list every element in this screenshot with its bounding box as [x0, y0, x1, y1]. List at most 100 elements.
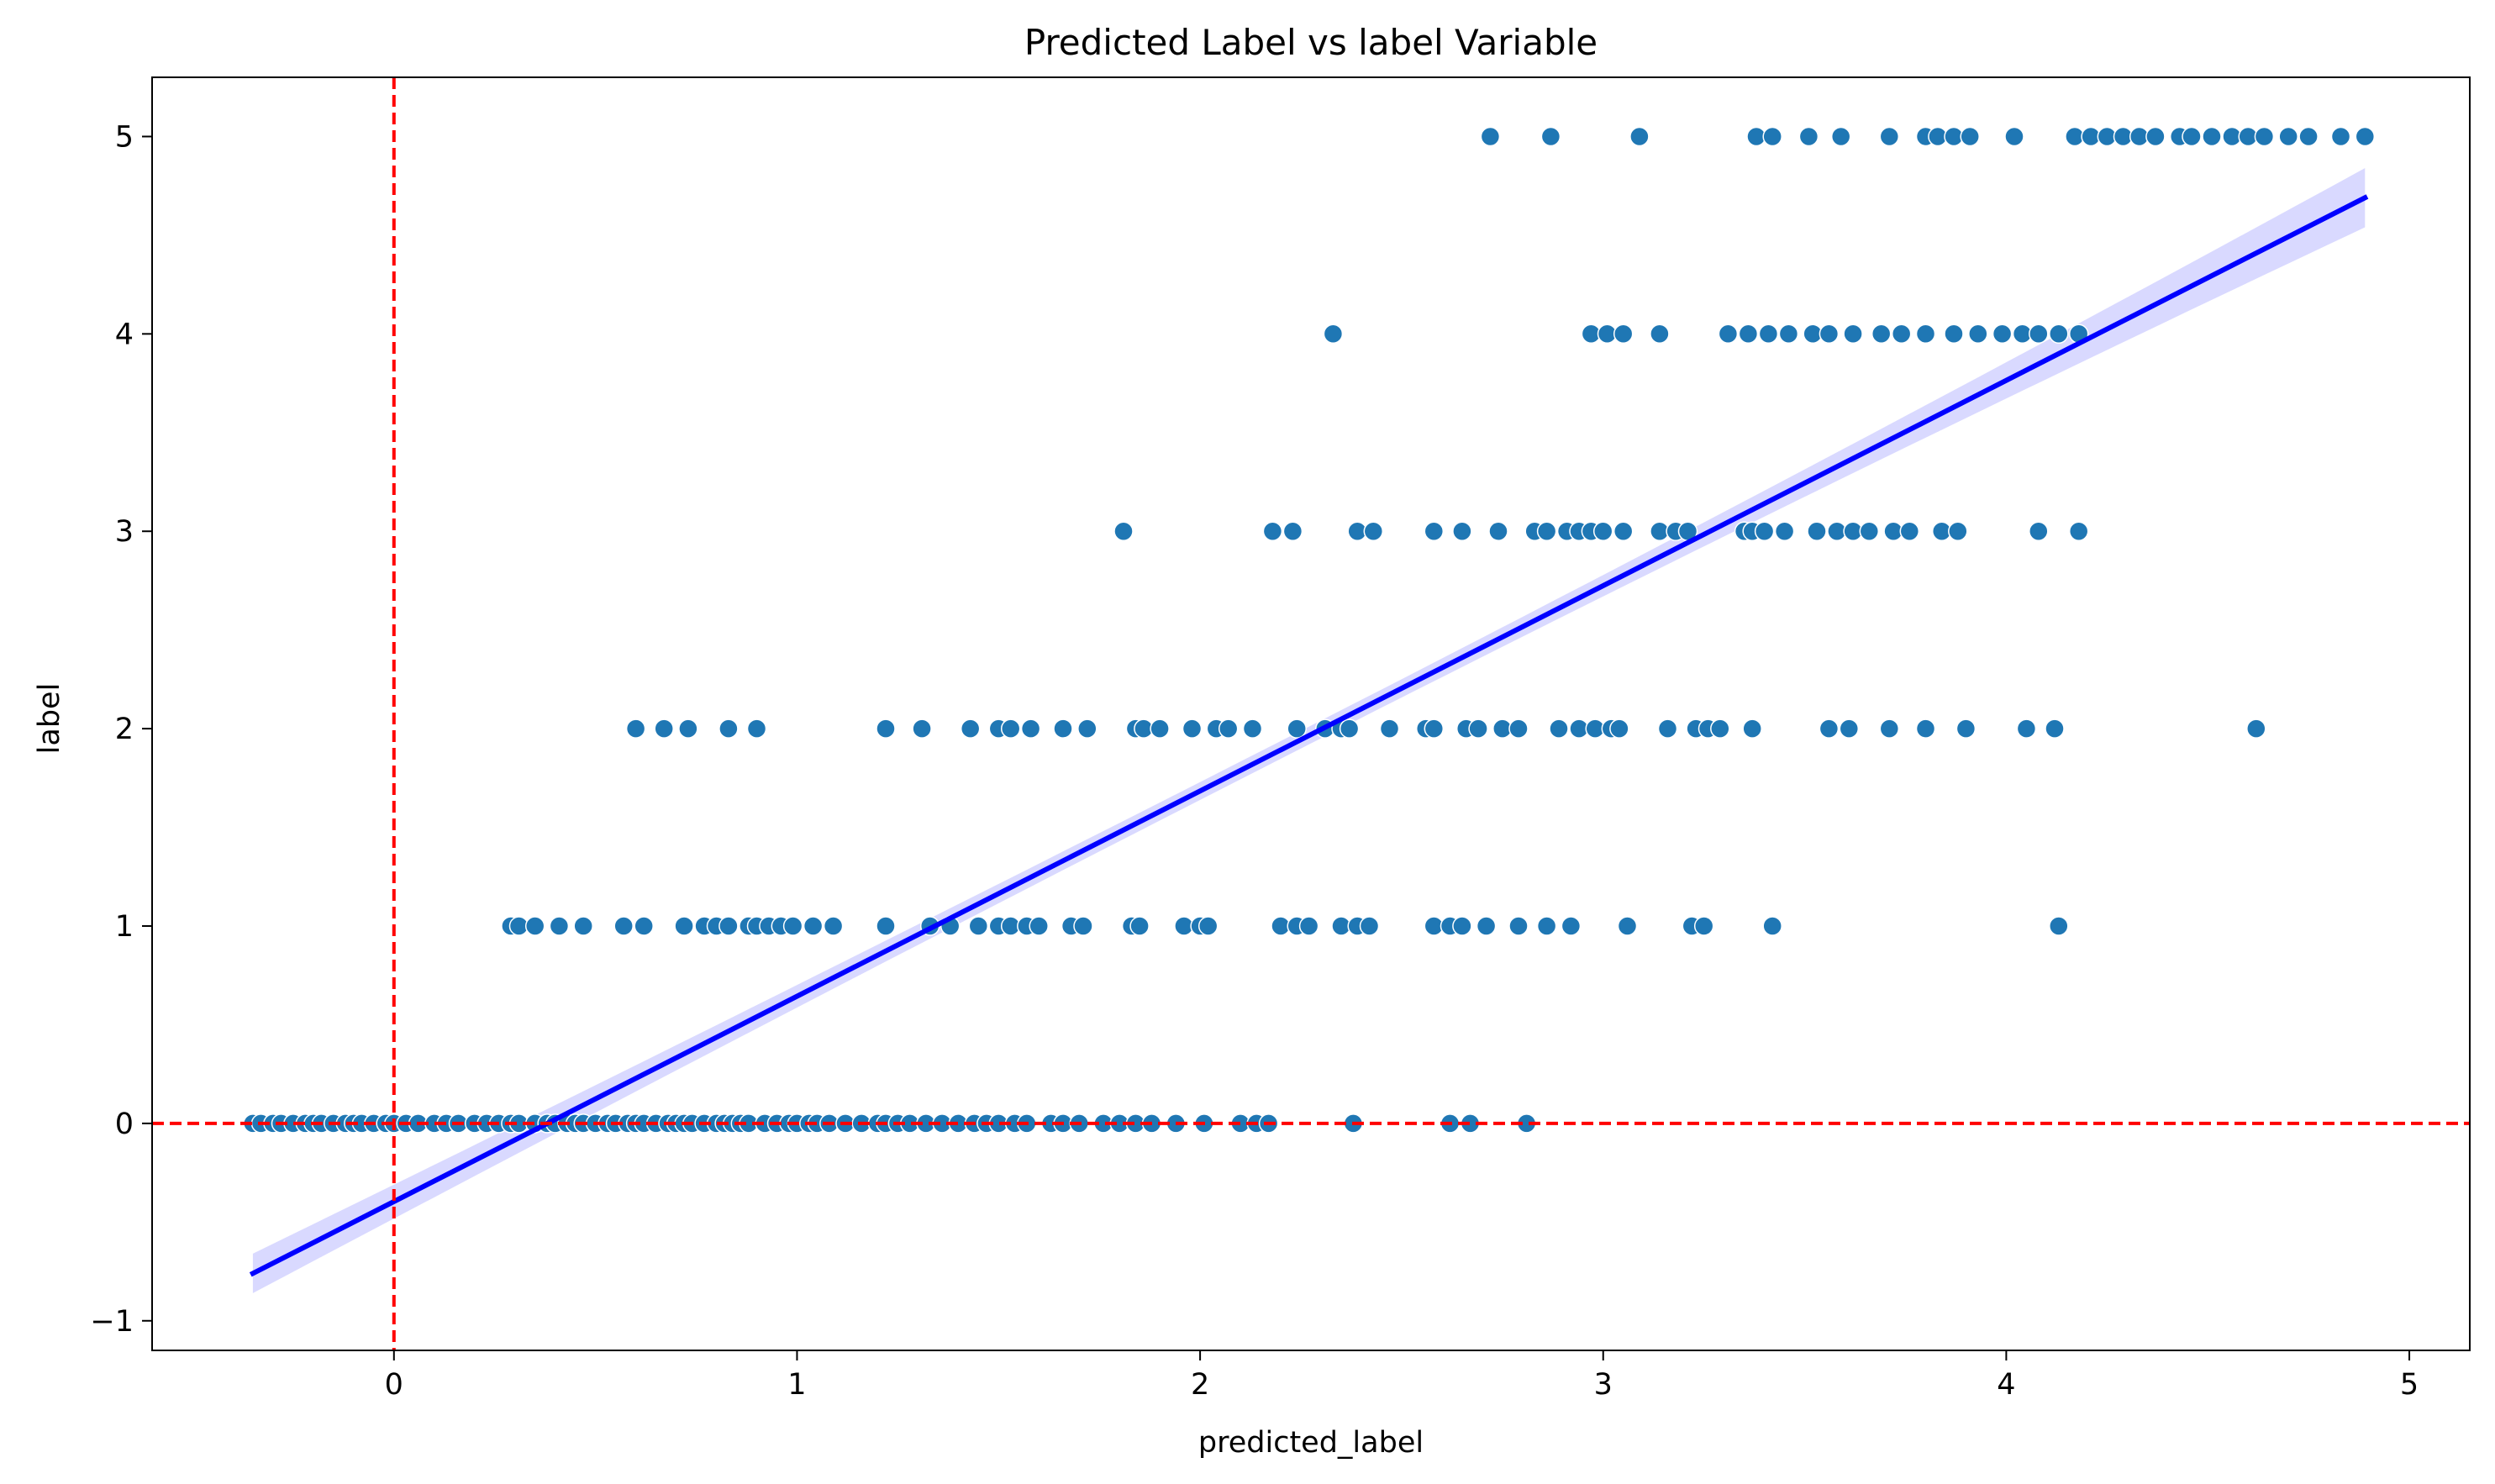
data-point	[1742, 718, 1762, 739]
data-point	[1650, 324, 1670, 345]
data-point	[1955, 718, 1977, 739]
plot-background	[152, 77, 2470, 1350]
data-point	[1298, 916, 1319, 936]
data-point	[1592, 521, 1613, 541]
data-point	[2045, 718, 2065, 739]
data-point	[1053, 718, 1073, 739]
data-point	[1899, 521, 1920, 541]
data-point	[1693, 916, 1714, 936]
data-point	[1000, 718, 1021, 739]
data-point	[1617, 916, 1638, 936]
data-point	[1508, 916, 1529, 936]
data-point	[2182, 126, 2202, 147]
data-point	[2049, 324, 2069, 345]
data-point	[1073, 916, 1093, 936]
y-tick-label: 1	[115, 910, 134, 944]
x-tick-label: 2	[1191, 1368, 1209, 1402]
data-point	[674, 916, 694, 936]
data-point	[1424, 718, 1445, 739]
data-point	[2330, 126, 2351, 147]
data-point	[1891, 324, 1912, 345]
y-tick-label: 3	[115, 515, 134, 549]
data-point	[1218, 718, 1239, 739]
data-point	[2049, 916, 2069, 936]
data-point	[1807, 521, 1827, 541]
data-point	[1452, 916, 1472, 936]
data-point	[1613, 324, 1634, 345]
data-point	[1871, 324, 1892, 345]
data-point	[1710, 718, 1730, 739]
data-point	[1758, 324, 1779, 345]
data-point	[654, 718, 674, 739]
data-point	[2254, 126, 2275, 147]
data-point	[1561, 916, 1582, 936]
data-point	[782, 916, 803, 936]
x-tick-label: 0	[385, 1368, 403, 1402]
data-point	[1029, 916, 1049, 936]
data-point	[1488, 521, 1508, 541]
data-point	[1879, 718, 1900, 739]
data-point	[1452, 521, 1472, 541]
x-tick-label: 3	[1594, 1368, 1613, 1402]
data-point	[1359, 916, 1380, 936]
data-point	[1113, 521, 1134, 541]
x-tick-label: 1	[787, 1368, 806, 1402]
data-point	[1480, 126, 1501, 147]
data-point	[876, 718, 896, 739]
data-point	[524, 916, 545, 936]
data-point	[1323, 324, 1344, 345]
y-tick-label: −1	[90, 1305, 134, 1339]
data-point	[1536, 916, 1557, 936]
data-point	[2029, 521, 2049, 541]
data-point	[2145, 126, 2166, 147]
y-tick-label: 5	[115, 120, 134, 154]
data-point	[1629, 126, 1650, 147]
data-point	[613, 916, 634, 936]
y-tick-label: 2	[115, 713, 134, 746]
y-axis-label: label	[33, 683, 66, 755]
data-point	[1915, 324, 1936, 345]
x-tick-label: 4	[1997, 1368, 2015, 1402]
chart-title: Predicted Label vs label Variable	[1024, 22, 1598, 63]
data-point	[1609, 718, 1629, 739]
data-point	[1197, 916, 1219, 936]
x-axis-label: predicted_label	[1198, 1426, 1424, 1460]
data-point	[1762, 126, 1782, 147]
data-point	[1774, 521, 1795, 541]
data-point	[912, 718, 932, 739]
data-point	[1839, 718, 1860, 739]
regression-layer	[249, 194, 2369, 1277]
data-point	[823, 916, 844, 936]
data-point	[678, 718, 698, 739]
data-point	[1968, 324, 1988, 345]
data-point	[1738, 324, 1759, 345]
data-point	[549, 916, 570, 936]
data-point	[1540, 126, 1561, 147]
data-point	[1859, 521, 1880, 541]
plot-area	[151, 76, 2471, 1351]
data-point	[1798, 126, 1819, 147]
y-axis-ticks: −1 0 1 2 3 4 5	[90, 120, 152, 1339]
data-point	[1182, 718, 1203, 739]
data-point	[1992, 324, 2013, 345]
data-point	[2016, 718, 2037, 739]
data-point	[718, 916, 739, 936]
reference-lines-layer	[152, 77, 2470, 1350]
data-point	[1778, 324, 1799, 345]
data-point	[1948, 521, 1968, 541]
data-point	[1287, 718, 1307, 739]
data-point	[960, 718, 981, 739]
data-point	[2278, 126, 2298, 147]
data-point	[573, 916, 593, 936]
data-point	[1944, 324, 1964, 345]
x-tick-label: 5	[2400, 1368, 2419, 1402]
data-point	[968, 916, 989, 936]
data-point	[2298, 126, 2319, 147]
data-point	[1242, 718, 1263, 739]
x-axis-ticks: 0 1 2 3 4 5	[385, 1350, 2419, 1402]
plot-frame	[151, 76, 2471, 1351]
data-point	[2202, 126, 2222, 147]
y-tick-label: 4	[115, 318, 134, 351]
data-point	[1508, 718, 1529, 739]
